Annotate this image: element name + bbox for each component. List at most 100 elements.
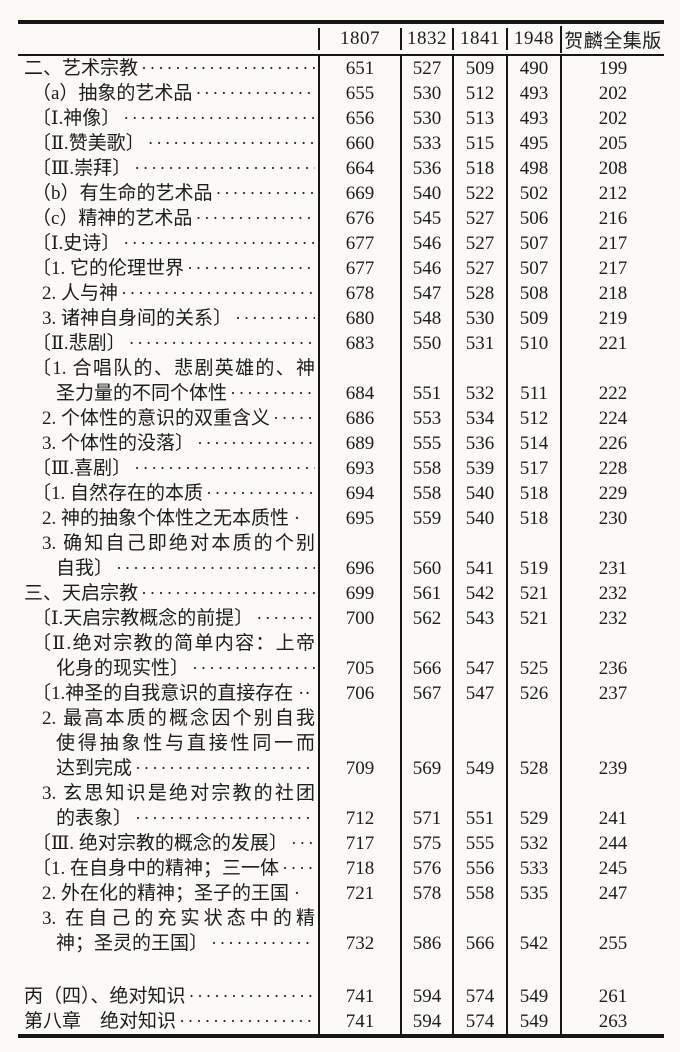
dot-leader	[291, 831, 315, 856]
page-number-cell	[560, 356, 664, 381]
page-number-cell: 721	[318, 881, 400, 906]
column-header: 1948	[506, 28, 560, 50]
row-title-text: 〔1. 它的伦理世界	[32, 258, 185, 279]
dot-leader	[129, 331, 315, 356]
page-number-cell: 508	[506, 281, 560, 306]
dot-leader	[197, 431, 315, 456]
page-number-cell: 689	[318, 431, 400, 456]
page-number-cell: 542	[452, 581, 506, 606]
table-row: 使得抽象性与直接性同一而	[18, 731, 664, 756]
row-title: 〔1. 自然存在的本质	[18, 481, 318, 506]
page-number-cell: 684	[318, 381, 400, 406]
page-number-cell	[452, 956, 506, 984]
page-number-cell: 519	[506, 556, 560, 581]
page-number-cell	[506, 781, 560, 806]
page-number-cell: 594	[400, 984, 452, 1009]
page-number-cell	[400, 731, 452, 756]
page-number-cell: 236	[560, 656, 664, 681]
page-number-cell: 229	[560, 481, 664, 506]
page-number-cell: 202	[560, 106, 664, 131]
row-title-text: 〔Ⅰ.史诗〕	[32, 233, 121, 254]
row-title-text: 〔Ⅲ.崇拜〕	[32, 158, 132, 179]
page-number-cell: 514	[506, 431, 560, 456]
page-number-cell	[560, 731, 664, 756]
page-number-cell: 556	[452, 856, 506, 881]
table-row: 3. 玄思知识是绝对宗教的社团	[18, 781, 664, 806]
row-title: 3. 在自己的充实状态中的精	[18, 906, 318, 931]
row-title: 达到完成	[18, 756, 318, 781]
page-number-cell	[560, 706, 664, 731]
row-title-text: 2. 外在化的精神；圣子的王国 ·	[42, 883, 301, 904]
row-title-text: 3. 玄思知识是绝对宗教的社团	[42, 783, 315, 804]
page-number-cell: 709	[318, 756, 400, 781]
row-title-text: 达到完成	[56, 758, 133, 779]
page-number-cell: 506	[506, 206, 560, 231]
row-title-text: 〔1. 合唱队的、悲剧英雄的、神	[32, 358, 315, 379]
page-number-cell: 493	[506, 106, 560, 131]
page-number-cell: 578	[400, 881, 452, 906]
page-number-cell: 244	[560, 831, 664, 856]
page-number-cell	[506, 631, 560, 656]
page-number-cell: 529	[506, 806, 560, 831]
page-number-cell: 558	[400, 481, 452, 506]
page-number-cell	[560, 631, 664, 656]
page-number-cell: 502	[506, 181, 560, 206]
row-title-text: 〔Ⅱ.悲剧〕	[32, 333, 126, 354]
page-number-cell: 540	[452, 506, 506, 531]
row-title: 自我〕	[18, 556, 318, 581]
table-row: 3. 在自己的充实状态中的精	[18, 906, 664, 931]
table-row: 〔1. 合唱队的、悲剧英雄的、神	[18, 356, 664, 381]
page-number-cell: 706	[318, 681, 400, 706]
page-number-cell	[318, 906, 400, 931]
page-number-cell: 555	[400, 431, 452, 456]
dot-leader	[116, 556, 315, 581]
page-number-cell: 680	[318, 306, 400, 331]
page-number-cell: 263	[560, 1009, 664, 1034]
page-number-cell: 224	[560, 406, 664, 431]
row-title-text: 丙（四）、绝对知识	[24, 986, 186, 1007]
page-number-cell	[318, 956, 400, 984]
column-header: 1841	[452, 28, 506, 50]
page-number-cell: 527	[400, 56, 452, 81]
page-number-cell	[560, 906, 664, 931]
page-number-cell: 569	[400, 756, 452, 781]
page-number-cell: 549	[506, 984, 560, 1009]
row-title-text: 〔1. 在自身中的精神；三一体	[32, 858, 280, 879]
page-number-cell: 678	[318, 281, 400, 306]
table-row: 〔Ⅱ.绝对宗教的简单内容：上帝	[18, 631, 664, 656]
page-number-cell: 558	[400, 456, 452, 481]
dot-leader	[195, 81, 315, 106]
page-number-cell: 712	[318, 806, 400, 831]
row-title: 神；圣灵的王国〕	[18, 931, 318, 956]
row-title-text: 〔1.神圣的自我意识的直接存在 ··	[32, 683, 311, 704]
page-number-cell: 561	[400, 581, 452, 606]
page-number-cell	[506, 731, 560, 756]
page-number-cell: 705	[318, 656, 400, 681]
page-number-cell: 232	[560, 606, 664, 631]
page-number-cell: 509	[506, 306, 560, 331]
row-title: 〔Ⅱ.悲剧〕	[18, 331, 318, 356]
row-title: 3. 诸神自身间的关系〕	[18, 306, 318, 331]
page-number-cell: 532	[452, 381, 506, 406]
page-number-cell: 498	[506, 156, 560, 181]
page-number-cell: 221	[560, 331, 664, 356]
page-number-cell: 522	[452, 181, 506, 206]
page-number-cell: 232	[560, 581, 664, 606]
page-number-cell: 512	[506, 406, 560, 431]
table-row: 〔1.神圣的自我意识的直接存在 ·· 706 567 547 526 237	[18, 681, 664, 706]
page-number-cell: 202	[560, 81, 664, 106]
page-number-cell: 594	[400, 1009, 452, 1034]
page-number-cell	[506, 356, 560, 381]
page-number-cell	[400, 356, 452, 381]
page-number-cell: 230	[560, 506, 664, 531]
dot-leader	[134, 156, 315, 181]
